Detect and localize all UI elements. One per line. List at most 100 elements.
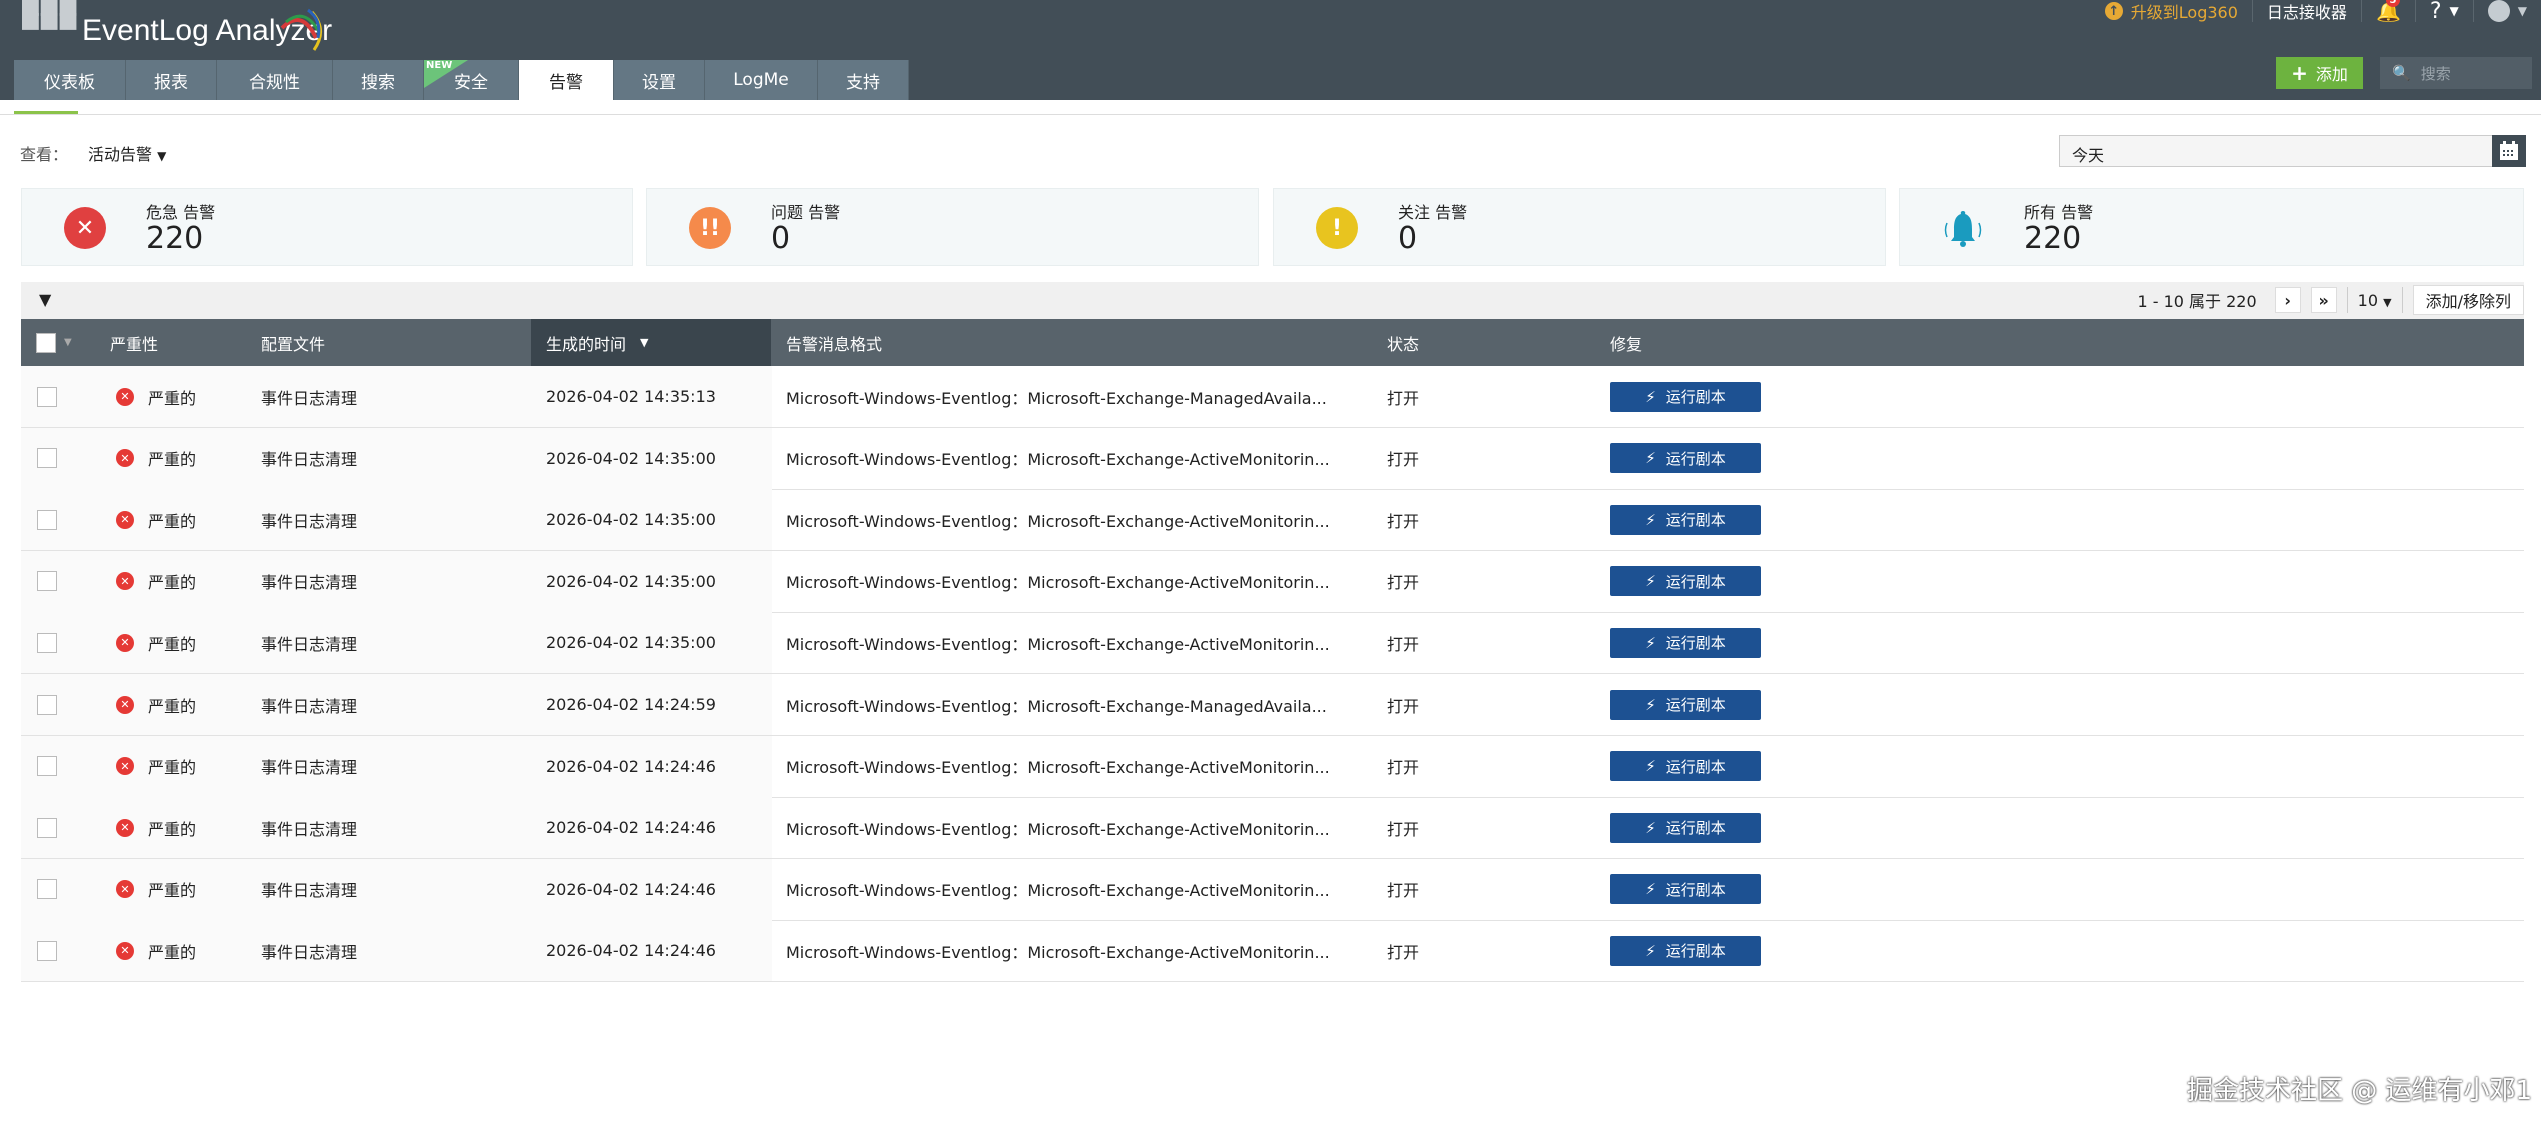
- row-checkbox[interactable]: [37, 694, 57, 715]
- divider: [0, 114, 2541, 115]
- run-playbook-button[interactable]: ⚡ 运行剧本: [1610, 812, 1761, 843]
- run-playbook-button[interactable]: ⚡ 运行剧本: [1610, 504, 1761, 535]
- row-checkbox[interactable]: [37, 448, 57, 469]
- alert-message[interactable]: Microsoft-Windows-Eventlog：Microsoft-Exc…: [786, 696, 1327, 716]
- row-checkbox[interactable]: [37, 386, 57, 407]
- run-playbook-button[interactable]: ⚡ 运行剧本: [1610, 443, 1761, 474]
- tab-0[interactable]: 仪表板: [14, 60, 126, 100]
- profile[interactable]: 事件日志清理: [261, 573, 358, 593]
- col-severity[interactable]: 严重性: [110, 334, 159, 354]
- critical-icon: ✕: [116, 572, 134, 591]
- col-profile[interactable]: 配置文件: [261, 334, 326, 354]
- alert-message[interactable]: Microsoft-Windows-Eventlog：Microsoft-Exc…: [786, 881, 1330, 901]
- profile[interactable]: 事件日志清理: [261, 634, 358, 654]
- summary-card-1[interactable]: !! 问题 告警 0: [646, 188, 1259, 266]
- row-checkbox[interactable]: [37, 509, 57, 530]
- view-dropdown[interactable]: 活动告警 ▼: [88, 141, 166, 165]
- alert-message[interactable]: Microsoft-Windows-Eventlog：Microsoft-Exc…: [786, 450, 1330, 470]
- tab-8[interactable]: 支持: [818, 60, 909, 100]
- tab-3[interactable]: 搜索: [333, 60, 424, 100]
- add-button[interactable]: + 添加: [2276, 57, 2363, 89]
- profile[interactable]: 事件日志清理: [261, 942, 358, 962]
- tab-label: 报表: [154, 72, 188, 93]
- tab-4[interactable]: NEW 安全: [424, 60, 519, 100]
- run-playbook-button[interactable]: ⚡ 运行剧本: [1610, 381, 1761, 412]
- summary-card-2[interactable]: ! 关注 告警 0: [1273, 188, 1886, 266]
- alert-message[interactable]: Microsoft-Windows-Eventlog：Microsoft-Exc…: [786, 511, 1330, 531]
- generated-time: 2026-04-02 14:24:46: [546, 818, 716, 838]
- severity: 严重的: [148, 450, 197, 470]
- table-row: ✕ 严重的 事件日志清理 2026-04-02 14:24:46 Microsoft-W…: [21, 920, 2524, 983]
- table-row: ✕ 严重的 事件日志清理 2026-04-02 14:24:46 Microsoft-W…: [21, 735, 2524, 798]
- col-time[interactable]: 生成的时间 ▼: [531, 319, 771, 366]
- date-range-field[interactable]: 今天: [2059, 135, 2493, 167]
- alert-message[interactable]: Microsoft-Windows-Eventlog：Microsoft-Exc…: [786, 634, 1330, 654]
- row-checkbox[interactable]: [37, 940, 57, 961]
- row-checkbox[interactable]: [37, 756, 57, 777]
- run-playbook-button[interactable]: ⚡ 运行剧本: [1610, 935, 1761, 966]
- run-playbook-button[interactable]: ⚡ 运行剧本: [1610, 689, 1761, 720]
- tab-1[interactable]: 报表: [126, 60, 217, 100]
- col-format[interactable]: 告警消息格式: [786, 334, 883, 354]
- col-repair[interactable]: 修复: [1610, 334, 1643, 354]
- tab-7[interactable]: LogMe: [705, 60, 818, 100]
- profile[interactable]: 事件日志清理: [261, 758, 358, 778]
- tab-5[interactable]: 告警: [519, 60, 614, 100]
- run-playbook-button[interactable]: ⚡ 运行剧本: [1610, 751, 1761, 782]
- last-page-button[interactable]: »: [2310, 287, 2337, 313]
- run-playbook-button[interactable]: ⚡ 运行剧本: [1610, 874, 1761, 905]
- log-receiver-link[interactable]: 日志接收器: [2253, 0, 2362, 22]
- lightning-icon: ⚡: [1645, 387, 1656, 406]
- status: 打开: [1387, 450, 1420, 470]
- add-remove-columns-button[interactable]: 添加/移除列: [2412, 285, 2524, 315]
- row-bg: [21, 366, 772, 427]
- search-input[interactable]: 🔍 搜索: [2380, 57, 2532, 89]
- row-bg: [21, 550, 772, 612]
- run-playbook-button[interactable]: ⚡ 运行剧本: [1610, 627, 1761, 658]
- profile[interactable]: 事件日志清理: [261, 511, 358, 531]
- caret-down-icon[interactable]: ▼: [64, 337, 72, 348]
- profile[interactable]: 事件日志清理: [261, 881, 358, 901]
- profile[interactable]: 事件日志清理: [261, 696, 358, 716]
- severity: 严重的: [148, 758, 197, 778]
- summary-card-3[interactable]: 所有 告警 220: [1899, 188, 2524, 266]
- help-menu[interactable]: ? ▼: [2416, 0, 2474, 24]
- alert-message[interactable]: Microsoft-Windows-Eventlog：Microsoft-Exc…: [786, 758, 1330, 778]
- page-range: 1 - 10 属于 220: [2137, 292, 2257, 311]
- profile[interactable]: 事件日志清理: [261, 450, 358, 470]
- col-status[interactable]: 状态: [1387, 334, 1420, 354]
- calendar-icon: [2500, 141, 2518, 160]
- select-all[interactable]: ▼: [36, 319, 72, 366]
- run-playbook-button[interactable]: ⚡ 运行剧本: [1610, 566, 1761, 597]
- tab-6[interactable]: 设置: [614, 60, 705, 100]
- select-all-checkbox[interactable]: [36, 332, 56, 353]
- calendar-button[interactable]: [2492, 135, 2526, 167]
- card-count: 0: [771, 221, 791, 256]
- profile[interactable]: 事件日志清理: [261, 819, 358, 839]
- critical-icon: ✕: [116, 941, 134, 960]
- alert-message[interactable]: Microsoft-Windows-Eventlog：Microsoft-Exc…: [786, 388, 1327, 408]
- critical-icon: ✕: [116, 757, 134, 776]
- row-checkbox[interactable]: [37, 879, 57, 900]
- alert-message[interactable]: Microsoft-Windows-Eventlog：Microsoft-Exc…: [786, 573, 1330, 593]
- row-checkbox[interactable]: [37, 817, 57, 838]
- alert-message[interactable]: Microsoft-Windows-Eventlog：Microsoft-Exc…: [786, 819, 1330, 839]
- notifications-button[interactable]: 🔔 5: [2362, 0, 2416, 23]
- critical-icon: ✕: [116, 880, 134, 899]
- generated-time: 2026-04-02 14:35:00: [546, 633, 716, 653]
- filter-icon[interactable]: ▼: [39, 290, 52, 309]
- apps-grid-icon[interactable]: ■■■ ■■■: [20, 0, 78, 33]
- next-page-button[interactable]: ›: [2274, 287, 2301, 313]
- page-size-select[interactable]: 10 ▼: [2358, 291, 2392, 310]
- summary-card-0[interactable]: ✕ 危急 告警 220: [21, 188, 633, 266]
- user-avatar-icon: [2487, 0, 2510, 22]
- tab-2[interactable]: 合规性: [217, 60, 333, 100]
- row-checkbox[interactable]: [37, 632, 57, 653]
- row-checkbox[interactable]: [37, 571, 57, 592]
- profile[interactable]: 事件日志清理: [261, 388, 358, 408]
- user-menu[interactable]: ▼: [2474, 0, 2541, 22]
- exclamation-icon: !: [1316, 207, 1358, 249]
- run-playbook-label: 运行剧本: [1665, 880, 1726, 899]
- upgrade-link[interactable]: ↑ 升级到Log360: [2091, 0, 2253, 22]
- alert-message[interactable]: Microsoft-Windows-Eventlog：Microsoft-Exc…: [786, 942, 1330, 962]
